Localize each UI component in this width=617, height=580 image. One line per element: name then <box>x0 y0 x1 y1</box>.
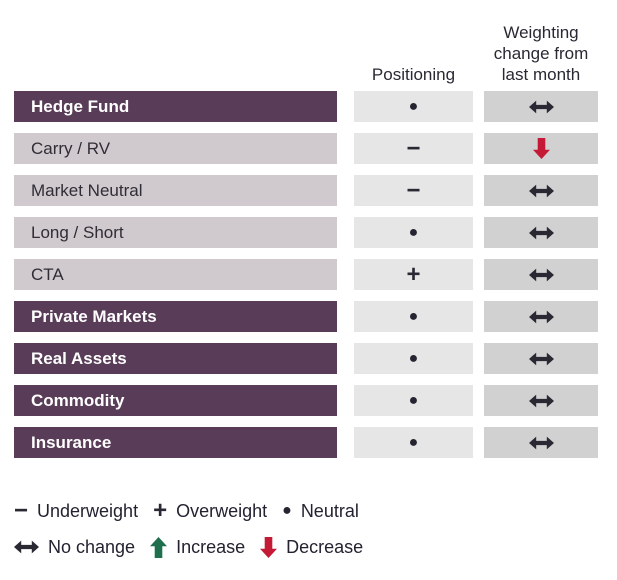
legend-weighting-line: No change Increase Decrease <box>14 534 617 560</box>
row-label: Long / Short <box>31 222 124 242</box>
underweight-icon: − <box>14 497 29 524</box>
decrease-icon <box>260 536 278 558</box>
row-label-bar-carry-rv: Carry / RV <box>14 133 337 164</box>
weighting-cell <box>484 301 598 332</box>
positioning-cell: ● <box>354 217 473 248</box>
positioning-cell: ● <box>354 385 473 416</box>
legend-item-decrease: Decrease <box>260 536 364 558</box>
weighting-cell <box>484 91 598 122</box>
table-row: Private Markets ● <box>14 301 617 332</box>
row-label: Market Neutral <box>31 180 143 200</box>
table-row: Market Neutral − <box>14 175 617 206</box>
row-label-bar-real-assets: Real Assets <box>14 343 337 374</box>
positioning-cell: ● <box>354 301 473 332</box>
row-label: Commodity <box>31 390 125 410</box>
column-header-weighting: Weighting change from last month <box>493 23 589 84</box>
weighting-cell <box>484 133 598 164</box>
no-change-icon <box>528 268 554 281</box>
weighting-cell <box>484 343 598 374</box>
row-label: Insurance <box>31 432 112 452</box>
overweight-icon: + <box>406 260 421 288</box>
legend-item-no-change: No change <box>14 537 135 558</box>
legend-label: Increase <box>176 536 246 557</box>
positioning-cell: ● <box>354 427 473 458</box>
positioning-cell: ● <box>354 91 473 122</box>
row-label: Real Assets <box>31 348 127 368</box>
table-row: Long / Short ● <box>14 217 617 248</box>
legend: − Underweight + Overweight ● Neutral No chang… <box>14 498 617 560</box>
neutral-icon: ● <box>408 433 419 451</box>
no-change-icon <box>528 436 554 449</box>
no-change-icon <box>528 184 554 197</box>
row-label-bar-cta: CTA <box>14 259 337 290</box>
neutral-icon: ● <box>408 391 419 409</box>
row-label-bar-commodity: Commodity <box>14 385 337 416</box>
no-change-icon <box>528 352 554 365</box>
neutral-icon: ● <box>408 97 419 115</box>
legend-label: Overweight <box>176 500 268 521</box>
weighting-cell <box>484 175 598 206</box>
positioning-cell: − <box>354 133 473 164</box>
table-row: Carry / RV − <box>14 133 617 164</box>
row-label-bar-market-neutral: Market Neutral <box>14 175 337 206</box>
weighting-cell <box>484 427 598 458</box>
row-label-bar-hedge-fund: Hedge Fund <box>14 91 337 122</box>
row-label: CTA <box>31 264 64 284</box>
table-row: Commodity ● <box>14 385 617 416</box>
positioning-cell: − <box>354 175 473 206</box>
underweight-icon: − <box>406 176 421 204</box>
no-change-icon <box>14 540 39 554</box>
no-change-icon <box>528 226 554 239</box>
neutral-icon: ● <box>282 502 292 519</box>
row-label-bar-insurance: Insurance <box>14 427 337 458</box>
row-label: Hedge Fund <box>31 96 130 116</box>
row-label: Private Markets <box>31 306 157 326</box>
table-header-row: Positioning Weighting change from last m… <box>14 0 617 86</box>
legend-positioning-line: − Underweight + Overweight ● Neutral <box>14 498 617 524</box>
legend-label: No change <box>48 536 136 557</box>
neutral-icon: ● <box>408 349 419 367</box>
row-label-bar-private-markets: Private Markets <box>14 301 337 332</box>
positioning-cell: + <box>354 259 473 290</box>
increase-icon <box>150 536 168 558</box>
positioning-cell: ● <box>354 343 473 374</box>
positioning-table: Positioning Weighting change from last m… <box>14 0 617 458</box>
underweight-icon: − <box>406 134 421 162</box>
legend-label: Neutral <box>300 500 359 521</box>
legend-item-overweight: + Overweight <box>153 497 268 524</box>
decrease-icon <box>532 138 550 159</box>
legend-label: Underweight <box>37 500 139 521</box>
table-row: Insurance ● <box>14 427 617 458</box>
column-header-positioning: Positioning <box>371 65 456 84</box>
legend-item-increase: Increase <box>150 536 246 558</box>
neutral-icon: ● <box>408 223 419 241</box>
no-change-icon <box>528 394 554 407</box>
table-row: Real Assets ● <box>14 343 617 374</box>
legend-item-neutral: ● Neutral <box>282 501 359 522</box>
table-row: Hedge Fund ● <box>14 91 617 122</box>
weighting-cell <box>484 259 598 290</box>
table-body: Hedge Fund ● Carry / RV − Market Neutral… <box>14 91 617 458</box>
row-label: Carry / RV <box>31 138 111 158</box>
table-row: CTA + <box>14 259 617 290</box>
overweight-icon: + <box>153 497 168 524</box>
legend-label: Decrease <box>286 536 364 557</box>
weighting-cell <box>484 385 598 416</box>
no-change-icon <box>528 100 554 113</box>
legend-item-underweight: − Underweight <box>14 497 139 524</box>
neutral-icon: ● <box>408 307 419 325</box>
no-change-icon <box>528 310 554 323</box>
row-label-bar-long-short: Long / Short <box>14 217 337 248</box>
weighting-cell <box>484 217 598 248</box>
